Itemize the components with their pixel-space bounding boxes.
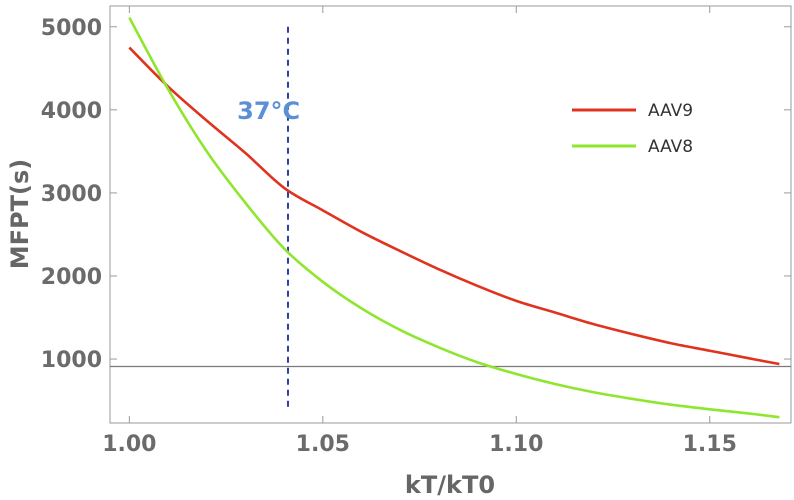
series-lines xyxy=(128,17,780,419)
reference-lines xyxy=(110,26,791,409)
axis-ticks: 1.00 1.05 1.10 1.15 1000 2000 3000 4000 5000 xyxy=(41,6,791,457)
x-tick-label: 1.10 xyxy=(489,432,543,457)
x-tick-label: 1.05 xyxy=(296,432,350,457)
plot-frame xyxy=(109,5,792,424)
y-tick-label: 5000 xyxy=(41,16,102,41)
y-tick-label: 1000 xyxy=(41,348,102,373)
x-axis-title: kT/kT0 xyxy=(405,471,495,499)
y-tick-label: 2000 xyxy=(41,265,102,290)
x-tick-label: 1.15 xyxy=(683,432,737,457)
legend-label-aav8: AAV8 xyxy=(648,137,693,157)
temperature-annotation: 37°C xyxy=(237,97,300,125)
legend: AAV9 AAV8 xyxy=(572,101,693,157)
y-tick-label: 3000 xyxy=(41,182,102,207)
series-line-aav9 xyxy=(128,46,780,366)
y-tick-label: 4000 xyxy=(41,99,102,124)
y-axis-title: MFPT(s) xyxy=(6,159,34,269)
series-line-aav8 xyxy=(128,17,780,419)
x-tick-label: 1.00 xyxy=(102,432,156,457)
annotations: 37°C xyxy=(237,97,300,125)
legend-label-aav9: AAV9 xyxy=(648,101,693,121)
